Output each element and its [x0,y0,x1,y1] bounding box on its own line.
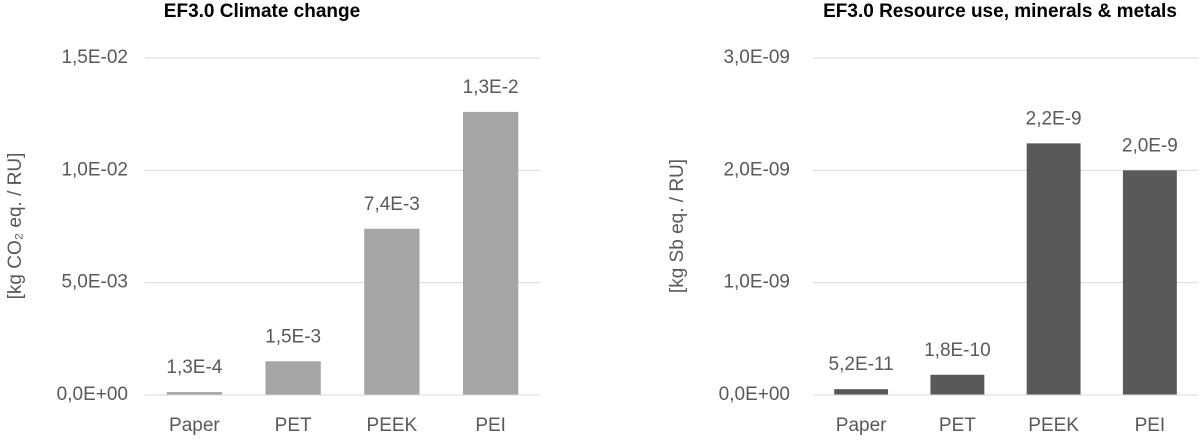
data-label: 1,5E-3 [265,326,321,347]
bar [834,389,889,395]
x-tick-label: Paper [169,415,220,436]
y-tick-label: 0,0E+00 [719,384,790,405]
bar [930,374,985,395]
data-label: 7,4E-3 [364,194,420,215]
bar [462,111,519,396]
y-tick-label: 1,0E-02 [61,159,128,180]
y-tick-label: 0,0E+00 [57,384,128,405]
y-tick-label: 1,5E-02 [61,47,128,68]
x-tick-label: PEEK [367,415,418,436]
data-label: 1,3E-4 [166,357,222,378]
data-label: 5,2E-11 [829,354,894,375]
x-tick-label: PEI [1135,415,1166,436]
bar [1122,170,1177,395]
x-tick-label: PEEK [1028,415,1079,436]
x-tick-label: PET [275,415,312,436]
y-axis-label: [kg CO₂ eq. / RU] [5,153,26,300]
data-label: 2,2E-9 [1026,108,1082,129]
bar [166,392,223,395]
bar [1026,143,1081,395]
x-tick-label: PET [939,415,976,436]
data-label: 1,3E-2 [463,77,519,98]
y-tick-label: 3,0E-09 [723,47,790,68]
y-tick-label: 1,0E-09 [723,272,790,293]
chart-title: EF3.0 Resource use, minerals & metals [823,1,1177,22]
bar [265,361,321,395]
x-tick-label: PEI [475,415,506,436]
x-tick-label: Paper [836,415,887,436]
y-tick-label: 5,0E-03 [61,272,128,293]
chart-title: EF3.0 Climate change [164,1,360,22]
data-label: 1,8E-10 [924,340,991,361]
bar [364,228,420,395]
data-label: 2,0E-9 [1122,135,1178,156]
y-axis-label: [kg Sb eq. / RU] [667,159,688,293]
y-tick-label: 2,0E-09 [723,159,790,180]
